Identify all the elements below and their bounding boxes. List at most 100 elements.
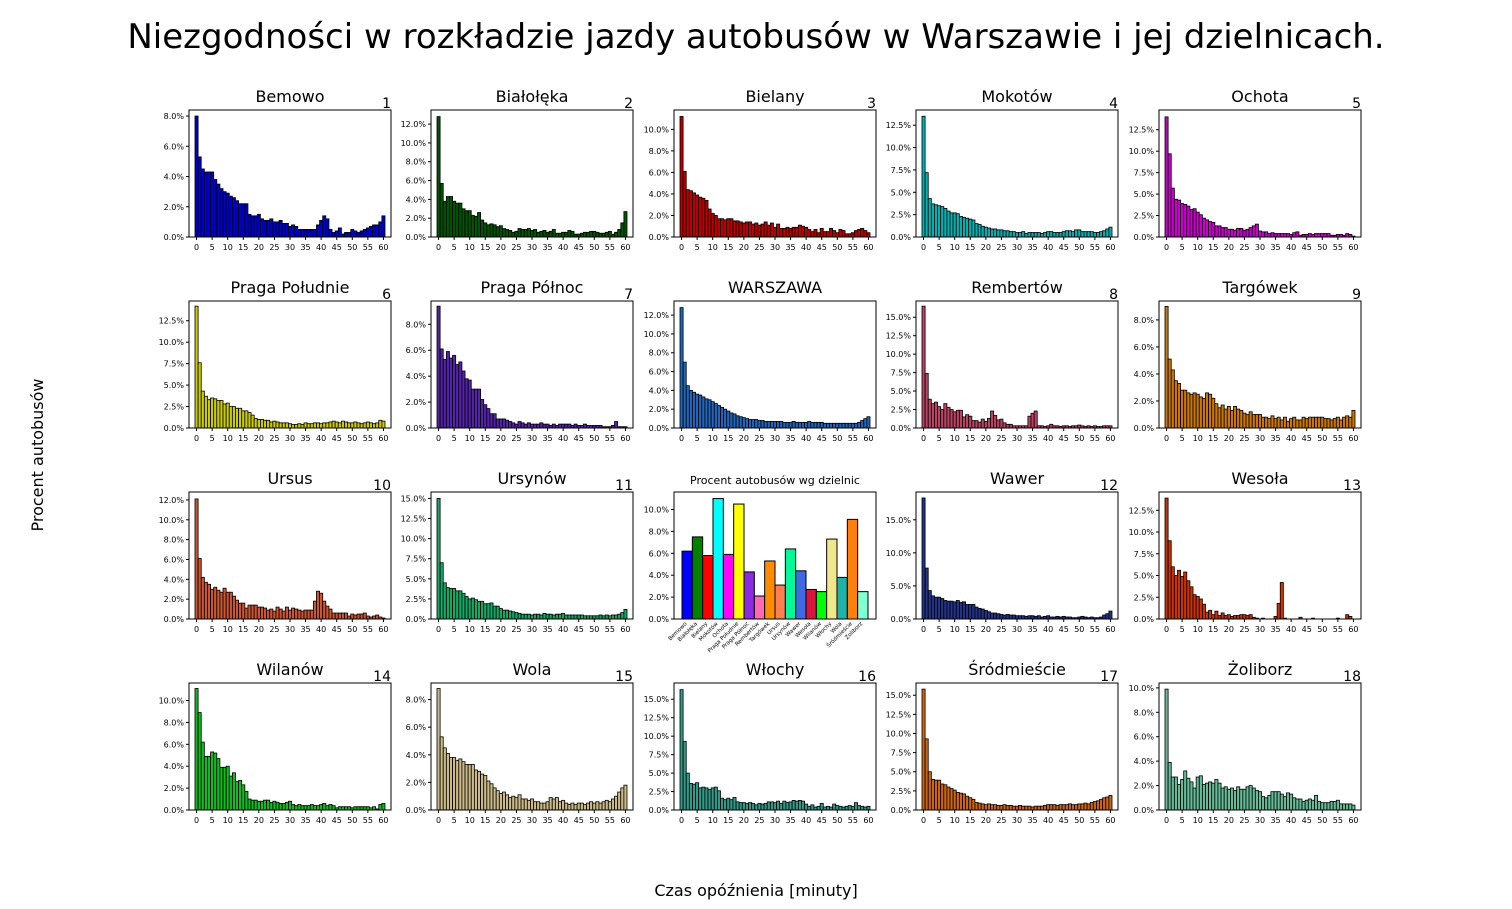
x-tick-label: 0 bbox=[921, 434, 926, 443]
bar bbox=[539, 802, 544, 811]
bar bbox=[1326, 802, 1331, 811]
bar bbox=[819, 421, 824, 429]
bar bbox=[564, 423, 569, 429]
bar bbox=[695, 393, 700, 429]
bar bbox=[473, 769, 478, 811]
bar bbox=[965, 795, 970, 811]
bar bbox=[701, 197, 706, 238]
x-tick-label: 45 bbox=[1059, 434, 1069, 443]
bar bbox=[980, 225, 985, 238]
bar bbox=[679, 689, 684, 811]
bar bbox=[607, 801, 612, 811]
axes-frame bbox=[430, 682, 634, 811]
y-tick-label: 6.0% bbox=[1134, 343, 1155, 352]
bar bbox=[263, 607, 268, 620]
bar bbox=[250, 414, 255, 429]
x-tick-label: 15 bbox=[723, 243, 733, 252]
bar bbox=[946, 406, 951, 429]
bar bbox=[769, 222, 774, 238]
bar bbox=[334, 612, 339, 620]
bar bbox=[344, 612, 349, 620]
y-tick-label: 8.0% bbox=[164, 536, 185, 545]
x-tick-label: 30 bbox=[527, 434, 537, 443]
x-tick-label: 5 bbox=[452, 434, 457, 443]
y-tick-label: 2.5% bbox=[649, 788, 670, 797]
x-tick-label: 20 bbox=[739, 434, 749, 443]
bar bbox=[576, 614, 581, 620]
bar bbox=[1348, 416, 1353, 429]
chart-title: Śródmieście bbox=[968, 660, 1066, 679]
bar bbox=[1258, 414, 1262, 429]
bar bbox=[1192, 594, 1197, 620]
bar bbox=[1261, 796, 1266, 811]
y-tick-label: 2.0% bbox=[164, 595, 185, 604]
x-tick-label: 55 bbox=[363, 434, 373, 443]
bar bbox=[244, 790, 249, 811]
bar bbox=[244, 410, 249, 429]
bar bbox=[943, 784, 948, 811]
bar bbox=[962, 793, 967, 811]
bar bbox=[1067, 230, 1072, 238]
x-tick-label: 0 bbox=[436, 625, 441, 634]
bar bbox=[1058, 804, 1063, 811]
bar bbox=[1074, 229, 1079, 238]
y-axis-label: Procent autobusów bbox=[28, 378, 47, 531]
x-tick-label: 0 bbox=[1164, 434, 1169, 443]
bar bbox=[937, 205, 942, 238]
bar bbox=[1030, 412, 1035, 429]
bar bbox=[1220, 227, 1225, 238]
bar bbox=[536, 613, 541, 620]
bar bbox=[194, 498, 199, 620]
bar bbox=[325, 422, 330, 429]
y-tick-label: 15.0% bbox=[401, 494, 427, 503]
bar bbox=[826, 538, 838, 620]
bar bbox=[1236, 786, 1241, 811]
bar bbox=[455, 759, 460, 811]
x-tick-label: 45 bbox=[817, 243, 827, 252]
bar bbox=[1248, 411, 1253, 429]
bar bbox=[751, 223, 756, 238]
x-tick-label: 30 bbox=[1255, 243, 1265, 252]
bar bbox=[225, 591, 230, 620]
bar bbox=[1205, 782, 1210, 811]
bar bbox=[1208, 393, 1213, 429]
bar bbox=[754, 419, 759, 429]
x-tick-label: 35 bbox=[1027, 816, 1037, 825]
bar bbox=[247, 798, 252, 811]
bar bbox=[1105, 796, 1110, 811]
chart-praga-północ: Praga Północ 7 0.0% 2.0% 4.0% 6.0% 8.0% 0 5 10 15 2… bbox=[406, 278, 634, 443]
bar bbox=[480, 399, 485, 429]
bar bbox=[263, 419, 268, 429]
x-tick-label: 20 bbox=[496, 625, 506, 634]
bar bbox=[1164, 116, 1169, 238]
bar bbox=[439, 736, 444, 811]
bar bbox=[974, 606, 979, 620]
bar bbox=[924, 738, 929, 811]
y-tick-label: 15.0% bbox=[886, 691, 912, 700]
bar bbox=[732, 797, 737, 811]
bar bbox=[200, 576, 205, 620]
x-tick-label: 25 bbox=[1239, 625, 1249, 634]
bar bbox=[764, 560, 776, 620]
bar bbox=[815, 591, 828, 620]
bar bbox=[1015, 232, 1019, 238]
bar bbox=[952, 411, 957, 429]
axes-frame bbox=[915, 682, 1119, 811]
bar bbox=[844, 805, 849, 811]
bar bbox=[570, 230, 575, 238]
bar bbox=[604, 614, 609, 620]
bar bbox=[288, 423, 292, 429]
x-tick-label: 25 bbox=[754, 816, 764, 825]
bar bbox=[216, 183, 221, 238]
y-tick-label: 4.0% bbox=[406, 751, 427, 760]
bar bbox=[1276, 233, 1281, 238]
x-tick-label: 30 bbox=[1012, 625, 1022, 634]
x-tick-label: 35 bbox=[1027, 625, 1037, 634]
bar bbox=[235, 407, 240, 429]
bar bbox=[536, 231, 541, 238]
bar bbox=[1258, 230, 1262, 238]
bar bbox=[940, 598, 945, 620]
bar bbox=[316, 590, 320, 620]
bar bbox=[508, 797, 513, 811]
bar bbox=[595, 231, 600, 238]
